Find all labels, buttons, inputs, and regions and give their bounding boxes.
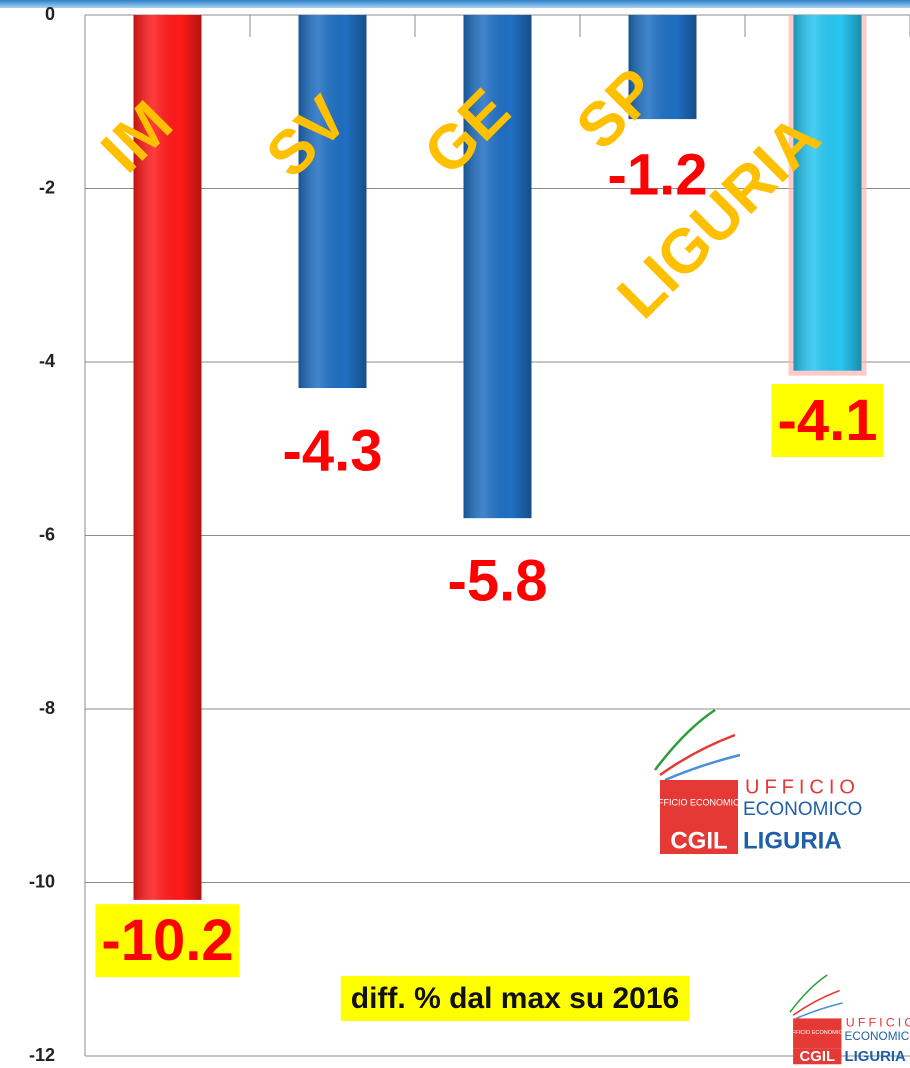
annotation-bg [340,975,690,1021]
bar-shade [133,15,202,900]
value-label: -4.3 [283,418,383,483]
logo-box [660,780,738,828]
logo-region: LIGURIA [743,827,842,854]
y-tick-label: -4 [39,351,55,371]
logo-stroke [795,1002,843,1020]
y-tick-label: -2 [39,177,55,197]
y-tick-label: 0 [45,4,55,24]
value-label: -1.2 [608,142,708,207]
bar-shade [298,15,367,389]
value-label-bg [771,384,884,458]
y-tick-label: -6 [39,524,55,544]
logo-line1: UFFICIO [745,776,860,798]
value-label: -5.8 [448,548,548,613]
logo-brand: CGIL [800,1049,836,1065]
logo-small: UFFICIO ECONOMICO [652,797,747,807]
y-tick-label: -10 [29,871,55,891]
logo-region: LIGURIA [845,1049,906,1065]
logo-brand-bg [793,1048,842,1065]
value-label-bg [95,904,240,978]
bar-shade [793,15,862,371]
logo-box [793,1018,842,1049]
logo-line2: ECONOMICO [845,1030,910,1043]
logo-line2: ECONOMICO [743,799,862,820]
logo-stroke [789,974,828,1013]
logo-brand: CGIL [670,827,727,854]
bar-shade [463,15,532,519]
value-label: -4.1 [778,388,878,453]
logo-small: UFFICIO ECONOMICO [788,1030,848,1036]
top-border [0,0,910,8]
logo-line1: UFFICIO [846,1016,910,1030]
y-tick-label: -8 [39,698,55,718]
logo-stroke [659,733,736,777]
logo-stroke [792,989,840,1016]
annotation: diff. % dal max su 2016 [351,982,679,1015]
logo-brand-bg [660,828,738,854]
value-label: -10.2 [101,908,233,973]
y-tick-label: -12 [29,1045,55,1065]
logo-stroke [654,708,716,771]
logo-stroke [664,753,741,782]
bar-shade [628,15,697,120]
